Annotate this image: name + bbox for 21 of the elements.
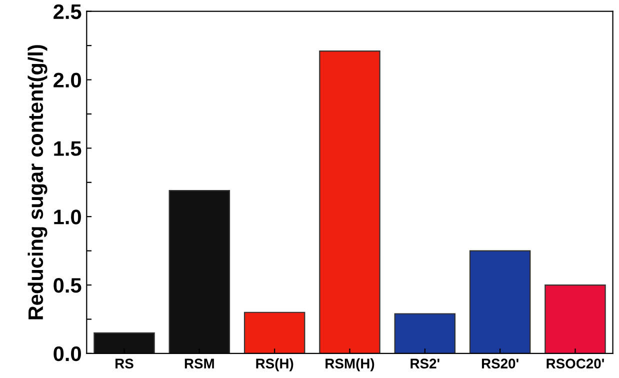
bar xyxy=(94,332,155,354)
x-tick-label: RS xyxy=(116,358,134,368)
bar xyxy=(168,190,230,354)
x-tick-label: RS(H) xyxy=(256,358,294,372)
bar xyxy=(544,284,606,354)
bar xyxy=(319,50,380,354)
bar xyxy=(469,250,531,354)
x-tick-label: RSM(H) xyxy=(326,358,374,372)
y-tick-label: 1.0 xyxy=(54,210,81,224)
y-tick-label: 0.0 xyxy=(54,346,81,362)
bar xyxy=(394,313,456,354)
y-tick-label: 0.5 xyxy=(54,278,82,293)
x-tick-label: RSOC20' xyxy=(546,358,604,368)
y-tick-label: 2.0 xyxy=(54,72,81,88)
x-tick-label: RS2' xyxy=(410,358,440,368)
y-axis-title: Reducing sugar content(g/l) xyxy=(28,45,48,320)
y-tick-label: 2.5 xyxy=(54,4,82,20)
y-tick-label: 1.5 xyxy=(54,141,82,156)
x-tick-label: RSM xyxy=(184,358,214,368)
bar xyxy=(244,312,306,354)
x-tick-label: RS20' xyxy=(482,358,518,368)
